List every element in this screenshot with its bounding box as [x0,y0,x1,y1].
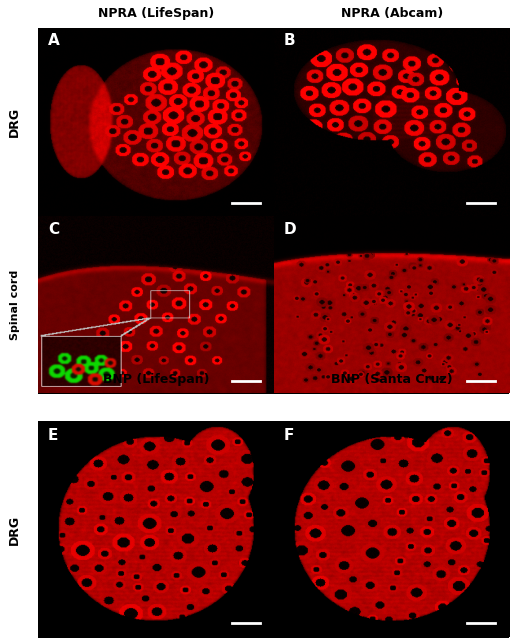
Text: BNP (Santa Cruz): BNP (Santa Cruz) [331,373,453,387]
Text: C: C [48,222,59,237]
Text: Spinal cord: Spinal cord [10,270,19,340]
Text: NPRA (LifeSpan): NPRA (LifeSpan) [98,7,215,21]
Text: DRG: DRG [8,515,21,545]
Text: E: E [48,428,58,443]
Text: DRG: DRG [8,107,21,137]
Text: A: A [48,33,59,48]
Text: NPRA (Abcam): NPRA (Abcam) [340,7,443,21]
Text: B: B [283,33,295,48]
Text: D: D [283,222,296,237]
Text: BNP (LifeSpan): BNP (LifeSpan) [103,373,209,387]
Text: F: F [283,428,294,443]
